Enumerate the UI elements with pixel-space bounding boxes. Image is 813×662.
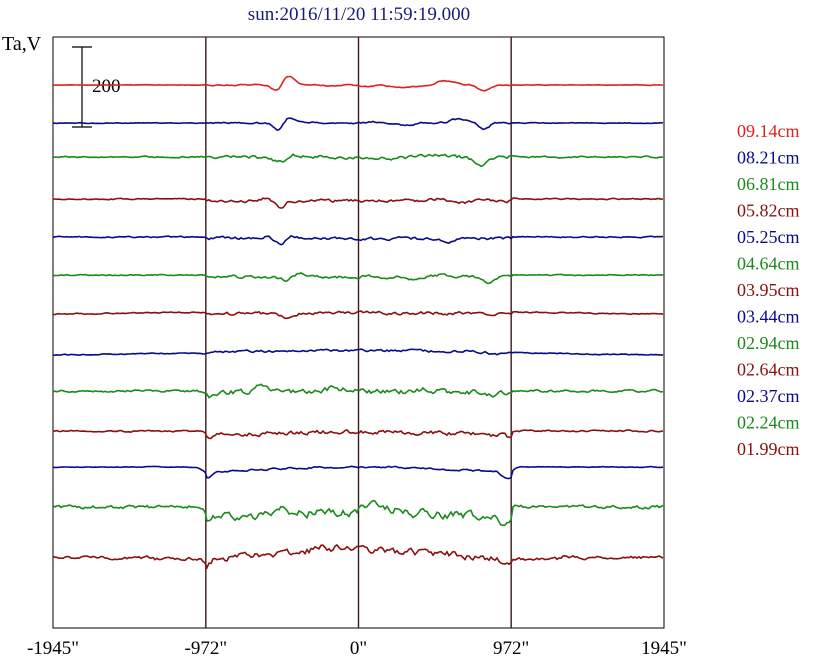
legend-entry: 02.94cm <box>737 333 800 353</box>
series-line <box>52 310 664 320</box>
legend: 09.14cm 08.21cm 06.81cm 05.82cm 05.25cm 04.64… <box>737 121 800 459</box>
series-traces <box>52 75 664 570</box>
y-axis-label: Ta,V <box>2 33 42 55</box>
legend-entry: 04.64cm <box>737 254 800 274</box>
series-line <box>52 197 664 209</box>
series-line <box>53 153 664 168</box>
x-tick-label: 1945" <box>641 638 687 659</box>
x-tick-label: -1945" <box>27 638 79 659</box>
legend-entry: 03.95cm <box>737 280 800 300</box>
legend-entry: 02.24cm <box>737 413 800 433</box>
series-line <box>52 543 664 570</box>
legend-entry: 05.82cm <box>737 201 800 221</box>
x-tick-labels: -1945" -972" 0" 972" 1945" <box>27 638 687 659</box>
legend-entry: 02.64cm <box>737 360 800 380</box>
legend-entry: 03.44cm <box>737 307 800 327</box>
series-line <box>52 348 664 357</box>
legend-entry: 06.81cm <box>737 174 800 194</box>
legend-entry: 05.25cm <box>737 227 800 247</box>
legend-entry: 01.99cm <box>737 439 800 459</box>
legend-entry: 08.21cm <box>737 148 800 168</box>
series-line <box>52 428 664 440</box>
legend-entry: 02.37cm <box>737 386 800 406</box>
series-line <box>52 117 664 131</box>
amplitude-scale-bar: 200 <box>72 46 121 128</box>
x-tick-label: 0" <box>350 638 367 659</box>
series-line <box>52 234 664 246</box>
reference-lines <box>205 37 512 628</box>
series-line <box>52 272 664 285</box>
chart-title: sun:2016/11/20 11:59:19.000 <box>248 4 470 25</box>
scale-bar-label: 200 <box>92 76 121 97</box>
legend-entry: 09.14cm <box>737 121 800 141</box>
x-tick-label: 972" <box>493 638 529 659</box>
series-line <box>52 75 664 92</box>
series-line <box>52 499 664 527</box>
series-line <box>52 383 664 399</box>
series-line <box>52 465 664 480</box>
x-tick-label: -972" <box>185 638 228 659</box>
